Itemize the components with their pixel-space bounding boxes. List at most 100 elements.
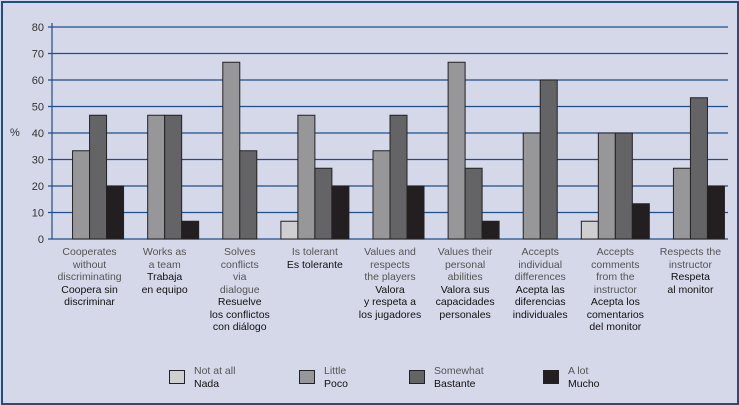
label-en: individual (518, 258, 563, 271)
bar (239, 150, 258, 240)
label-es: Acepta las (515, 283, 565, 296)
label-es: del monitor (589, 321, 642, 333)
legend-entry: A lot Mucho (568, 365, 600, 390)
x-tick-label: Works as a team Trabaja en equipo (125, 246, 205, 296)
label-en: abilities (447, 271, 483, 283)
label-en: a team (148, 258, 181, 271)
label-es: y respeta a (364, 296, 416, 308)
legend-label-en: A lot (568, 365, 589, 377)
bar (481, 220, 500, 240)
bar (181, 220, 200, 240)
bar (580, 220, 599, 240)
label-en: personal (444, 258, 486, 271)
legend-swatch (299, 370, 315, 384)
bar (464, 167, 483, 240)
bar (522, 132, 541, 240)
label-es: diferencias (514, 296, 566, 308)
label-es: comentarios (586, 308, 644, 321)
label-en: respects (370, 258, 410, 271)
y-tick-label: 0 (38, 234, 44, 246)
legend-label-es: Bastante (434, 377, 476, 390)
label-en: Values and (364, 246, 416, 258)
bar (372, 150, 391, 240)
label-es: Respeta (670, 271, 710, 283)
bar (147, 114, 166, 240)
label-en: discriminating (57, 271, 122, 283)
label-en: Cooperates (62, 246, 117, 258)
label-en: Works as (142, 246, 187, 258)
bar (631, 203, 650, 240)
legend-label-es: Nada (194, 377, 220, 390)
x-tick-label: Values their personal abilities Valora sus c… (425, 246, 505, 321)
label-es: al monitor (667, 283, 714, 296)
label-en: from the (596, 271, 635, 283)
bar (447, 61, 466, 240)
label-es: los jugadores (358, 308, 422, 321)
legend-label-en: Little (324, 365, 347, 377)
legend-entry: Somewhat Bastante (434, 365, 484, 390)
legend-entry: Little Poco (324, 365, 348, 390)
x-tick-label: Accepts individual differences Acepta las di… (500, 246, 580, 321)
label-es: los conflictos (209, 308, 270, 321)
legend-label-en: Not at all (194, 365, 236, 377)
bar (106, 185, 125, 240)
x-tick-label: Cooperates without discriminating Coopera s… (50, 246, 130, 309)
bar (389, 114, 408, 240)
y-axis-label: % (10, 127, 20, 139)
bar (614, 132, 633, 240)
x-tick-label: Respects the instructor Respeta al monitor (650, 246, 730, 296)
label-es: Acepta los (590, 296, 640, 308)
y-tick-label: 60 (32, 75, 44, 87)
x-tick-label: Values and respects the players Valora y res… (350, 246, 430, 321)
x-tick-label: Solves conflicts via dialogue Resuelve los co… (200, 246, 280, 334)
label-es: personales (439, 308, 491, 321)
bar (314, 167, 333, 240)
label-en: the players (364, 271, 416, 283)
label-es: con diálogo (212, 321, 267, 333)
bar (689, 97, 708, 240)
label-en: conflicts (220, 258, 259, 271)
bar (672, 167, 691, 240)
y-tick-label: 50 (32, 102, 44, 114)
bar (164, 114, 183, 240)
y-tick-label: 70 (32, 49, 44, 61)
y-tick-label: 30 (32, 155, 44, 167)
label-es: Es tolerante (286, 258, 343, 271)
label-en: comments (591, 258, 640, 271)
label-en: dialogue (219, 283, 260, 296)
label-en: Solves (224, 246, 256, 258)
bar (222, 61, 241, 240)
legend-swatch (543, 370, 559, 384)
bar (297, 114, 316, 240)
label-en: instructor (668, 258, 713, 271)
label-en: Respects the (659, 246, 722, 258)
label-es: en equipo (141, 283, 188, 296)
bar (280, 220, 299, 240)
bar (539, 79, 558, 240)
legend-label-en: Somewhat (434, 365, 484, 377)
bar (406, 185, 425, 240)
label-es: Valora (375, 283, 405, 296)
label-en: instructor (593, 283, 637, 296)
bar (706, 185, 725, 240)
label-en: without (72, 258, 107, 271)
legend-swatch (169, 370, 185, 384)
legend-label-es: Poco (324, 377, 348, 390)
label-es: discriminar (64, 296, 115, 308)
label-es: individuales (512, 308, 568, 321)
bar (72, 150, 91, 240)
y-tick-label: 20 (32, 181, 44, 193)
label-en: via (233, 271, 247, 283)
label-en: Values their (437, 246, 493, 258)
label-es: Resuelve (217, 296, 262, 308)
bar (331, 185, 350, 240)
bar (597, 132, 616, 240)
x-tick-label: Accepts comments from the instructor Acepta … (575, 246, 655, 334)
y-tick-label: 40 (32, 128, 44, 140)
label-en: Accepts (521, 246, 559, 258)
legend-swatch (409, 370, 425, 384)
label-es: Valora sus (440, 283, 490, 296)
label-en: differences (514, 271, 566, 283)
